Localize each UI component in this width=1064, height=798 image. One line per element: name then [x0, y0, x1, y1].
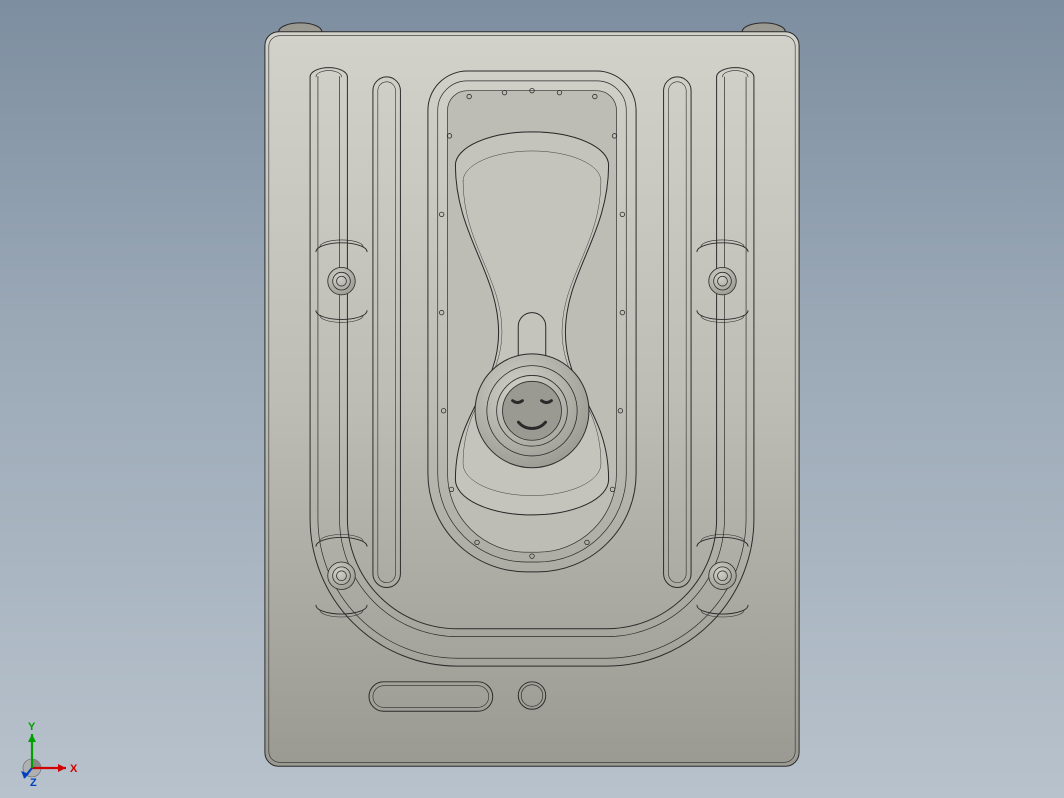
cad-part[interactable] — [260, 18, 804, 780]
svg-text:Z: Z — [30, 777, 37, 788]
cad-viewport[interactable]: X Y Z — [0, 0, 1064, 798]
svg-text:Y: Y — [28, 721, 36, 733]
svg-text:X: X — [70, 763, 78, 775]
orientation-triad[interactable]: X Y Z — [12, 718, 92, 788]
